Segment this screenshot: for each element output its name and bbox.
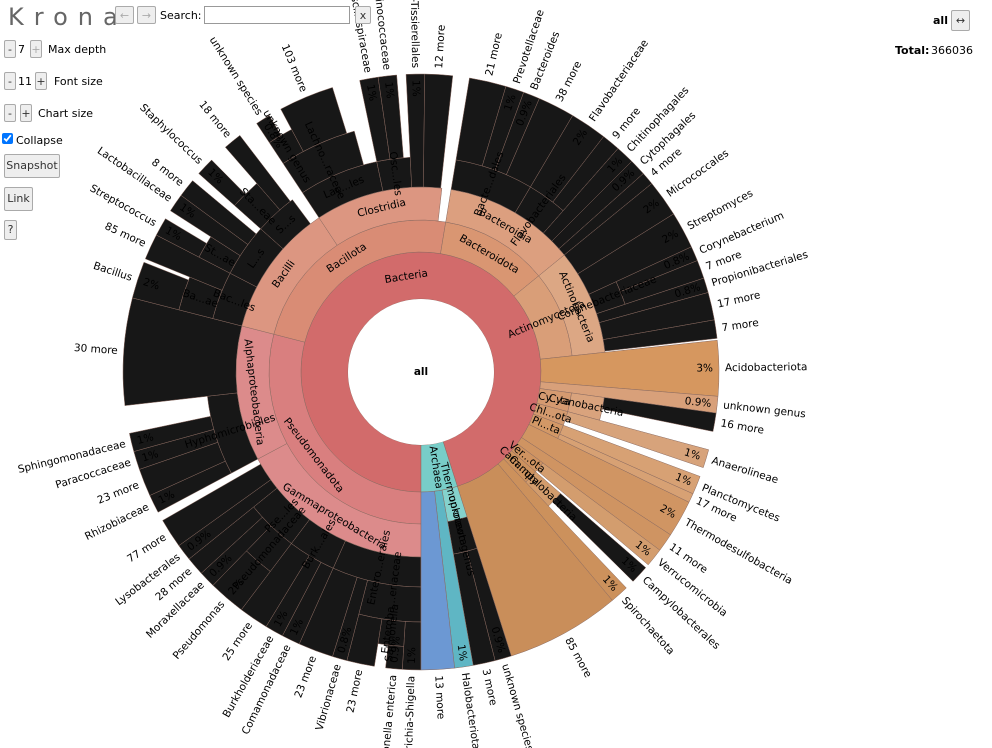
help-button[interactable]: ? [4, 220, 17, 240]
leaf-label: unknown species [499, 663, 535, 748]
expand-button[interactable]: ↔ [951, 10, 970, 31]
leaf-wedge [180, 180, 257, 245]
depth-plus[interactable]: + [30, 40, 42, 58]
leaf-wedge [256, 115, 282, 143]
value-label: 1% [409, 80, 421, 97]
leaf-wedge [129, 415, 215, 452]
center-label: all [414, 366, 428, 378]
leaf-label: 16 more [720, 417, 765, 436]
leaf-label: 18 more [196, 99, 233, 141]
link-button[interactable]: Link [4, 187, 33, 211]
max-depth-value: 7 [18, 43, 25, 56]
leaf-wedge [602, 319, 718, 352]
leaf-label: Peptostreptococcales-Tissierellales [406, 0, 421, 68]
font-size-value: 11 [18, 75, 32, 88]
value-label: 2% [141, 276, 161, 293]
leaf-label: 3 more [480, 668, 500, 707]
value-label: 3% [696, 362, 713, 374]
value-label: 1% [382, 81, 396, 99]
search-label: Search: [160, 9, 202, 22]
leaf-label: 25 more [220, 620, 255, 663]
value-label: 1% [140, 448, 159, 464]
leaf-label: Escherichia-Shigella [402, 676, 417, 748]
search-input[interactable] [204, 6, 350, 24]
logo: Krona [8, 3, 128, 31]
leaf-label: Flavobacteriaceae [587, 38, 651, 124]
collapse-checkbox[interactable] [2, 133, 13, 144]
leaf-label: unknown genus [723, 399, 807, 420]
center-hole [348, 299, 494, 445]
leaf-label: 13 more [432, 675, 446, 720]
leaf-label: Vibrionaceae [314, 663, 344, 732]
value-label: 1% [502, 93, 519, 113]
leaf-wedge [601, 397, 717, 432]
leaf-label: 103 more [279, 43, 310, 94]
depth-minus[interactable]: - [4, 40, 16, 58]
leaf-label: Salmonella enterica [378, 674, 399, 748]
value-label: 1% [364, 83, 379, 102]
collapse-label: Collapse [16, 134, 63, 147]
leaf-label: Ruminococcaceae [370, 0, 393, 71]
leaf-label: Halobacteriota [459, 672, 482, 748]
leaf-wedge [132, 261, 189, 311]
leaf-label: 21 more [483, 32, 505, 77]
forward-button[interactable]: → [137, 6, 156, 24]
leaf-wedge [198, 159, 246, 206]
leaf-wedge [536, 462, 661, 566]
leaf-label: Acidobacteriota [725, 361, 808, 374]
leaf-label: 85 more [562, 636, 594, 680]
leaf-wedge [280, 87, 348, 152]
leaf-label: unknown species [207, 35, 265, 118]
leaf-label: 23 more [292, 654, 319, 699]
focus-name: all [933, 14, 948, 27]
leaf-label: 12 more [433, 24, 448, 69]
leaf-label: Rhizobiaceae [83, 501, 151, 543]
value-label: 1% [673, 471, 693, 488]
value-label: 1% [683, 446, 702, 462]
leaf-label: 85 more [103, 220, 148, 249]
node-label: Osc...les [387, 151, 405, 197]
value-label: 0.9% [388, 636, 402, 664]
total-value: 366036 [931, 44, 973, 57]
leaf-wedge [162, 463, 272, 546]
leaf-label: 23 more [345, 668, 366, 713]
leaf-label: 7 more [721, 317, 760, 334]
leaf-wedge [224, 135, 291, 211]
leaf-wedge [423, 73, 454, 189]
chart-minus[interactable]: - [4, 104, 16, 122]
leaf-label: Bacillus [92, 260, 134, 284]
leaf-label: 17 more [716, 289, 761, 310]
font-plus[interactable]: + [35, 72, 47, 90]
leaf-label: Staphylococcus [137, 102, 205, 167]
value-label: 0.9% [684, 395, 712, 410]
leaf-wedge [377, 74, 404, 160]
font-minus[interactable]: - [4, 72, 16, 90]
leaf-wedge [420, 490, 455, 671]
leaf-wedge [155, 218, 207, 258]
leaf-label: 30 more [74, 342, 119, 357]
back-button[interactable]: ← [115, 6, 134, 24]
leaf-wedge [564, 411, 709, 468]
leaf-label: 23 more [96, 479, 141, 506]
value-label: 1% [455, 644, 469, 662]
chart-size-label: Chart size [38, 107, 94, 120]
max-depth-label: Max depth [48, 43, 107, 56]
leaf-label: Thermodesulfobacteria [682, 516, 795, 587]
leaf-label: Anaerolineae [710, 455, 780, 487]
value-label: 1% [136, 431, 155, 447]
leaf-wedge [552, 493, 647, 582]
total-label: Total: [895, 44, 930, 57]
snapshot-button[interactable]: Snapshot [4, 154, 60, 178]
font-size-label: Font size [54, 75, 103, 88]
leaf-label: 38 more [554, 59, 585, 104]
clear-button[interactable]: x [355, 6, 371, 24]
leaf-wedge [385, 644, 404, 670]
value-label: 1% [406, 647, 419, 664]
chart-plus[interactable]: + [20, 104, 32, 122]
